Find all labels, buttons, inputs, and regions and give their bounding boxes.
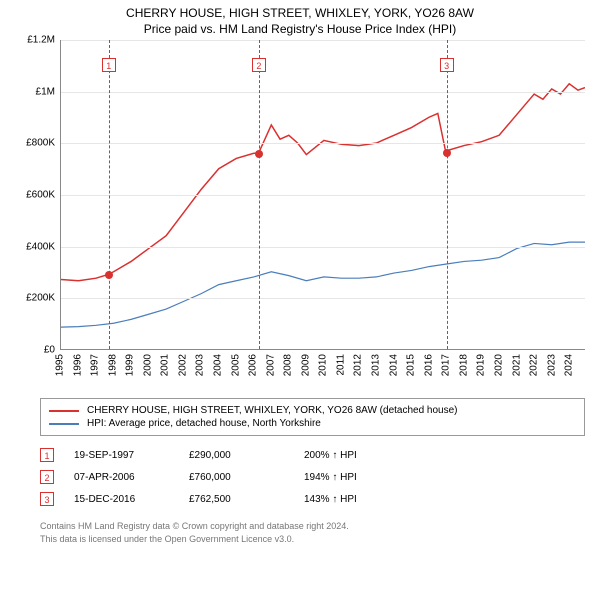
series-property [61,84,585,281]
x-axis-label: 2021 [511,354,522,376]
gridline [61,247,585,248]
sales-marker-box: 2 [40,470,54,484]
sales-table: 1 19-SEP-1997 £290,000 200% ↑ HPI 2 07-APR-20… [40,444,585,510]
marker-dot-3 [443,149,451,157]
x-axis-label: 2014 [388,354,399,376]
x-axis-label: 2022 [529,354,540,376]
footer-line1: Contains HM Land Registry data © Crown c… [40,520,585,533]
x-axis-label: 2013 [371,354,382,376]
gridline [61,40,585,41]
y-axis-label: £400K [15,241,55,252]
y-axis-label: £1.2M [15,35,55,46]
chart-subtitle: Price paid vs. HM Land Registry's House … [0,20,600,40]
x-axis-label: 2009 [300,354,311,376]
y-axis-label: £600K [15,190,55,201]
gridline [61,92,585,93]
x-axis-label: 1996 [72,354,83,376]
legend-label: CHERRY HOUSE, HIGH STREET, WHIXLEY, YORK… [87,405,458,416]
x-axis-label: 2024 [564,354,575,376]
x-axis-label: 2018 [458,354,469,376]
marker-box-3: 3 [440,58,454,72]
gridline [61,298,585,299]
x-axis-label: 2010 [318,354,329,376]
marker-dot-1 [105,271,113,279]
legend-swatch [49,423,79,425]
x-axis-label: 2006 [248,354,259,376]
chart-container: CHERRY HOUSE, HIGH STREET, WHIXLEY, YORK… [0,0,600,590]
x-axis-label: 2023 [546,354,557,376]
x-axis-label: 2015 [406,354,417,376]
sales-price: £290,000 [189,450,284,461]
x-axis-label: 2007 [265,354,276,376]
y-axis-label: £800K [15,138,55,149]
marker-dot-2 [255,150,263,158]
legend-swatch [49,410,79,412]
x-axis-label: 2019 [476,354,487,376]
sales-marker-box: 1 [40,448,54,462]
marker-line-1 [109,40,110,349]
x-axis-label: 1997 [90,354,101,376]
x-axis-label: 2020 [493,354,504,376]
sales-price: £760,000 [189,472,284,483]
footer-attribution: Contains HM Land Registry data © Crown c… [40,520,585,545]
chart-title-address: CHERRY HOUSE, HIGH STREET, WHIXLEY, YORK… [0,0,600,20]
gridline [61,143,585,144]
marker-line-3 [447,40,448,349]
sales-row: 3 15-DEC-2016 £762,500 143% ↑ HPI [40,488,585,510]
x-axis-label: 2004 [213,354,224,376]
x-axis-label: 2001 [160,354,171,376]
sales-pct-vs-hpi: 194% ↑ HPI [304,472,424,483]
x-axis-label: 1995 [55,354,66,376]
sales-marker-box: 3 [40,492,54,506]
x-axis-label: 2002 [177,354,188,376]
x-axis-label: 2011 [335,354,346,376]
sales-date: 15-DEC-2016 [74,494,169,505]
x-axis-label: 2003 [195,354,206,376]
legend-row: CHERRY HOUSE, HIGH STREET, WHIXLEY, YORK… [49,404,576,417]
x-axis-label: 2008 [283,354,294,376]
marker-line-2 [259,40,260,349]
y-axis-label: £1M [15,86,55,97]
marker-box-1: 1 [102,58,116,72]
legend-box: CHERRY HOUSE, HIGH STREET, WHIXLEY, YORK… [40,398,585,436]
marker-box-2: 2 [252,58,266,72]
x-axis-label: 1999 [125,354,136,376]
chart-area: 1 2 3 1995 1996 1997 1998 1999 2000 2001 2002 2003… [15,40,585,390]
x-axis-label: 2012 [353,354,364,376]
y-axis-label: £200K [15,293,55,304]
x-axis-label: 1998 [107,354,118,376]
sales-pct-vs-hpi: 200% ↑ HPI [304,450,424,461]
sales-date: 07-APR-2006 [74,472,169,483]
y-axis-label: £0 [15,345,55,356]
legend-row: HPI: Average price, detached house, Nort… [49,417,576,430]
sales-row: 1 19-SEP-1997 £290,000 200% ↑ HPI [40,444,585,466]
x-axis-label: 2017 [441,354,452,376]
sales-pct-vs-hpi: 143% ↑ HPI [304,494,424,505]
footer-line2: This data is licensed under the Open Gov… [40,533,585,546]
sales-row: 2 07-APR-2006 £760,000 194% ↑ HPI [40,466,585,488]
x-axis-labels: 1995199619971998199920002001200220032004… [60,350,585,390]
plot-area: 1 2 3 [60,40,585,350]
legend-label: HPI: Average price, detached house, Nort… [87,418,321,429]
sales-price: £762,500 [189,494,284,505]
gridline [61,195,585,196]
x-axis-label: 2005 [230,354,241,376]
x-axis-label: 2000 [142,354,153,376]
x-axis-label: 2016 [423,354,434,376]
sales-date: 19-SEP-1997 [74,450,169,461]
